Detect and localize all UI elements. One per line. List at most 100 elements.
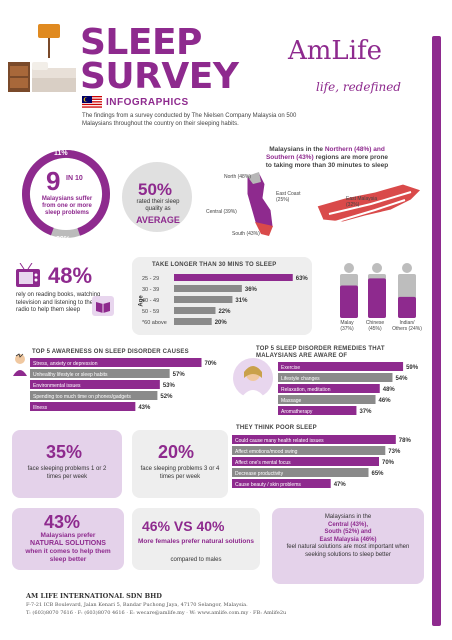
- region-text: Malaysians in the Central (43%), South (…: [280, 514, 416, 559]
- gender-text1: More females prefer natural solutions: [138, 538, 254, 545]
- awareness-value-label: 53%: [163, 383, 176, 389]
- ethnic-head: [344, 263, 354, 273]
- region-line4: East Malaysia (46%): [319, 536, 377, 543]
- nine-in-ten-ring: [22, 150, 110, 238]
- awareness-bar: [30, 391, 158, 400]
- remedies-value-label: 54%: [395, 376, 408, 382]
- face-a-text: face sleeping problems 1 or 2 times per …: [27, 466, 107, 480]
- ethnic-label-indian: Indian/ Others (24%): [392, 320, 422, 332]
- awareness-value-label: 57%: [173, 372, 186, 378]
- remedies-bar: [278, 384, 380, 393]
- intro-text: The findings from a survey conducted by …: [82, 113, 297, 127]
- awareness-value-label: 52%: [160, 394, 173, 400]
- poor-sleep-category-label: Decrease productivity: [235, 471, 284, 477]
- age-bar: [174, 285, 242, 292]
- stressed-person-icon: [10, 352, 30, 376]
- age-value-label: 31%: [235, 298, 248, 304]
- awareness-category-label: Illness: [33, 405, 48, 411]
- amlife-logo: AmLife: [288, 36, 418, 80]
- remedies-value-label: 48%: [383, 387, 396, 393]
- ethnic-column-chart: [340, 263, 416, 318]
- average-text2: AVERAGE: [136, 215, 180, 225]
- poor-sleep-bar: [232, 446, 386, 455]
- age-bar-chart: 25 - 29 63% 30 - 39 36% 40 - 49 31% 50 - 59 22%…: [142, 274, 309, 326]
- remedies-bar-chart: Exercise 59% Lifestyle changes 54% Relaxatio…: [278, 362, 419, 415]
- remedies-category-label: Lifestyle changes: [281, 376, 320, 382]
- nine-text: Malaysians suffer from one or more sleep…: [41, 196, 93, 216]
- poor-sleep-category-label: Affect emotions/mood swing: [235, 449, 298, 455]
- page-title-line1: SLEEP: [80, 22, 202, 63]
- natural-text2: when it comes to help them sleep better: [25, 548, 111, 563]
- ethnic-fill: [368, 278, 386, 318]
- natural-solutions-card: [12, 508, 124, 570]
- gender-text2: compared to males: [170, 557, 222, 563]
- awareness-category-label: Environmental issues: [33, 383, 81, 389]
- poor-sleep-bar-chart: Could cause many health related issues 78…: [232, 435, 411, 488]
- awareness-category-label: Stress, anxiety or depression: [33, 361, 98, 367]
- label-north: North (48%): [224, 174, 251, 180]
- poor-sleep-bar: [232, 479, 331, 488]
- region-line1: Malaysians in the: [324, 514, 372, 520]
- awareness-bar: [30, 358, 202, 367]
- label-east-coast: East Coast (25%): [276, 191, 301, 203]
- reading-pct: 48%: [48, 263, 93, 288]
- brand-tagline: life, redefined: [316, 80, 401, 94]
- label-central: Central (39%): [206, 209, 237, 215]
- map-headline-highlight: Northern (48%) and Southern (43%): [265, 146, 385, 161]
- brand-name: AmLife: [288, 36, 383, 66]
- awareness-bar: [30, 380, 160, 389]
- age-value-label: 36%: [245, 287, 258, 293]
- label-south: South (43%): [232, 231, 260, 237]
- ethnic-head: [402, 263, 412, 273]
- natural-text1: Malaysians prefer: [40, 532, 96, 539]
- malaysia-flag-icon: [82, 96, 102, 109]
- awareness-bar-chart: Stress, anxiety or depression 70% Unhealth…: [30, 358, 218, 411]
- ethnic-figures: [330, 262, 430, 334]
- poor-sleep-value-label: 65%: [372, 471, 385, 477]
- remedies-bar: [278, 373, 393, 382]
- age-value-label: 63%: [296, 276, 309, 282]
- awareness-category-label: Spending too much time on phones/gadgets: [33, 394, 131, 400]
- remedies-value-label: 59%: [406, 365, 419, 371]
- footer-address: F-7-21 ICB Boulevard, Jalan Kenari 5, Ba…: [26, 602, 248, 608]
- poor-sleep-value-label: 47%: [334, 482, 347, 488]
- poor-sleep-title: THEY THINK POOR SLEEP: [236, 425, 317, 431]
- side-accent-bar: [432, 36, 441, 626]
- remedies-category-label: Aromatherapy: [281, 409, 313, 415]
- label-east-malaysia: East Malaysia (32%): [346, 196, 378, 208]
- face-problems-b-card: [132, 430, 228, 498]
- natural-highlight: NATURAL SOLUTIONS: [30, 540, 106, 547]
- age-tick-label: 30 - 39: [142, 287, 159, 293]
- awareness-bar: [30, 369, 170, 378]
- remedies-bar: [278, 395, 376, 404]
- ethnic-label-malay: Malay (37%): [340, 320, 354, 332]
- remedies-bar: [278, 362, 404, 371]
- average-circle: [122, 162, 192, 232]
- poor-sleep-bar: [232, 468, 369, 477]
- poor-sleep-value-label: 70%: [382, 460, 395, 466]
- age-bar: [174, 307, 216, 314]
- poor-sleep-category-label: Affect one's mental focus: [235, 460, 291, 466]
- awareness-value-label: 70%: [205, 361, 218, 367]
- remedies-category-label: Exercise: [281, 365, 300, 371]
- age-bar: [174, 274, 293, 281]
- page-title-line2: SURVEY: [80, 56, 239, 97]
- age-tick-label: *60 above: [142, 320, 167, 326]
- ethnic-fill: [340, 285, 358, 318]
- map-headline-part2: regions are more prone to taking more th…: [265, 154, 389, 169]
- face-problems-a-card: [12, 430, 122, 498]
- poor-sleep-value-label: 73%: [388, 449, 401, 455]
- awareness-category-label: Unhealthy lifestyle or sleep habits: [33, 372, 108, 378]
- map-headline: Malaysians in the Northern (48%) and Sou…: [262, 146, 392, 170]
- age-value-label: 22%: [218, 309, 231, 315]
- natural-pct: 43%: [44, 512, 81, 532]
- remedies-value-label: 37%: [359, 409, 372, 415]
- remedies-category-label: Relaxation, meditation: [281, 387, 331, 393]
- age-bar: [174, 296, 233, 303]
- region-line5: feel natural solutions are most importan…: [286, 544, 410, 558]
- face-a-pct: 35%: [46, 442, 83, 462]
- gender-headline: 46% VS 40%: [142, 518, 225, 534]
- age-chart-title: TAKE LONGER THAN 30 MINS TO SLEEP: [152, 262, 277, 268]
- ethnic-head: [372, 263, 382, 273]
- remedies-bar: [278, 406, 357, 415]
